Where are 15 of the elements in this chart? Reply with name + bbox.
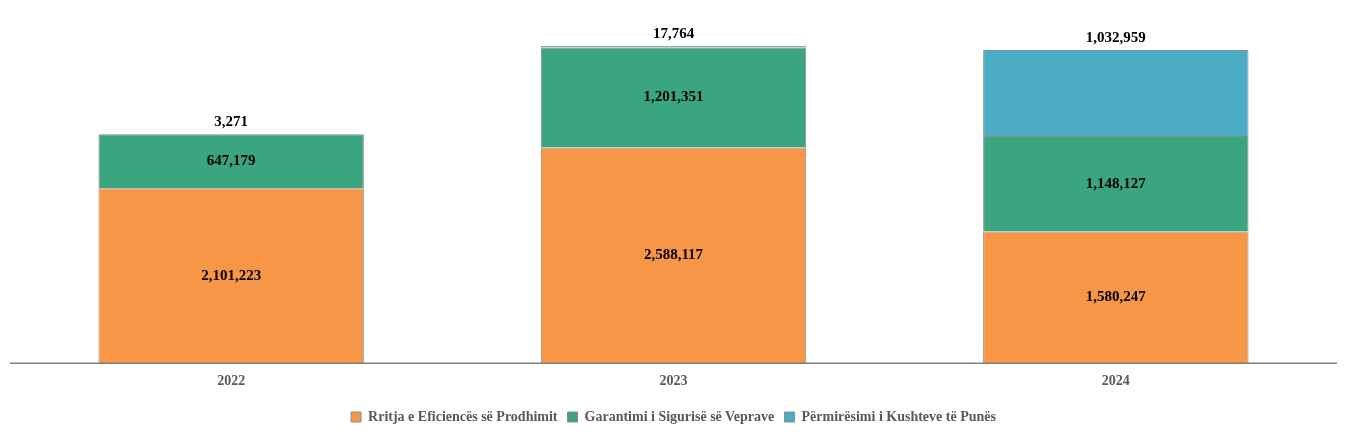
legend-label: Garantimi i Sigurisë së Veprave [584, 408, 775, 424]
x-tick-label: 2023 [659, 373, 688, 389]
data-label: 1,201,351 [643, 88, 704, 105]
data-label: 1,148,127 [1085, 174, 1147, 191]
x-tick-label: 2022 [217, 373, 246, 389]
data-label: 1,580,247 [1085, 288, 1147, 305]
legend-label: Rritja e Eficiencës së Prodhimit [368, 408, 558, 424]
data-label: 2,588,117 [643, 246, 704, 263]
x-tick-label: 2024 [1101, 373, 1130, 389]
data-label: 2,101,223 [201, 266, 262, 283]
data-label: 1,032,959 [1085, 29, 1146, 46]
data-label: 3,271 [214, 113, 249, 130]
data-label: 17,764 [652, 25, 695, 42]
legend-label: Përmirësimi i Kushteve të Punës [801, 408, 997, 424]
data-label: 647,179 [206, 152, 256, 169]
